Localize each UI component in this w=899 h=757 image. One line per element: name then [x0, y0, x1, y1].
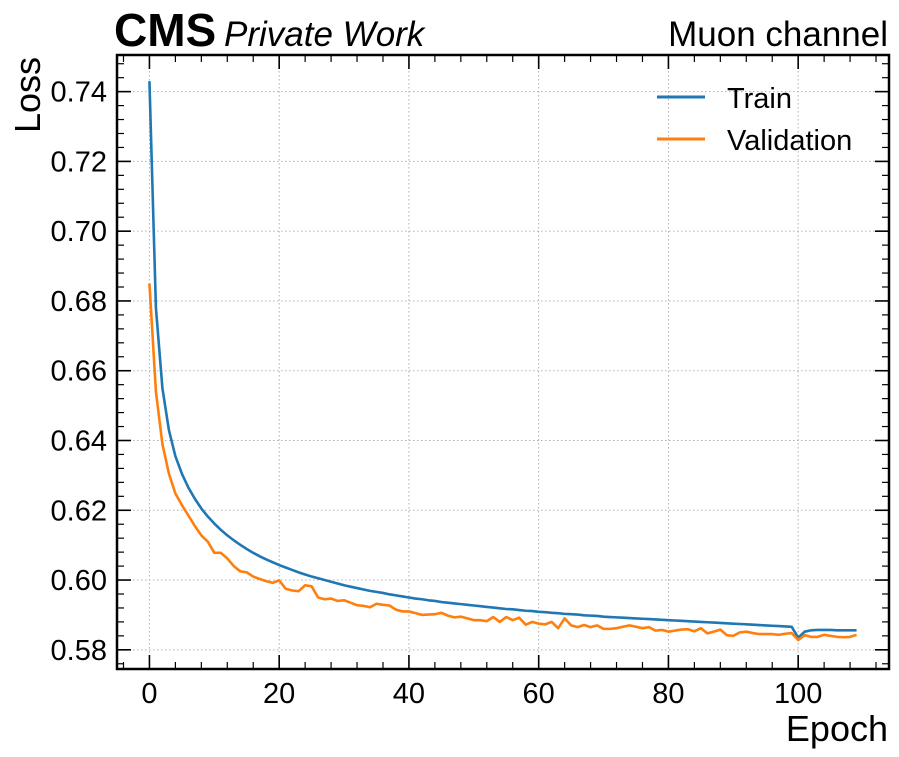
y-tick-label: 0.62 [51, 495, 107, 527]
plot-frame [115, 53, 891, 671]
y-tick-label: 0.72 [51, 146, 107, 178]
y-tick-label: 0.64 [51, 425, 107, 457]
y-tick-label: 0.68 [51, 286, 107, 318]
x-tick-label: 0 [141, 678, 157, 710]
series-lines [148, 81, 857, 642]
grid [117, 55, 889, 669]
x-tick-label: 80 [652, 678, 684, 710]
legend-label-train: Train [727, 83, 792, 115]
channel-label: Muon channel [668, 15, 888, 54]
y-tick-label: 0.58 [51, 635, 107, 667]
y-axis-label: Loss [7, 57, 48, 133]
y-tick-labels: 0.58 0.60 0.62 0.64 0.66 0.68 0.70 0.72 0.74 [51, 77, 107, 667]
x-tick-label: 40 [393, 678, 425, 710]
x-tick-label: 20 [263, 678, 295, 710]
x-tick-label: 100 [774, 678, 822, 710]
legend: Train Validation [657, 83, 852, 157]
x-axis-label: Epoch [786, 708, 888, 749]
x-tick-labels: 0 20 40 60 80 100 [141, 678, 822, 710]
y-tick-label: 0.66 [51, 356, 107, 388]
x-tick-label: 60 [523, 678, 555, 710]
experiment-label: CMS [114, 4, 216, 56]
legend-label-validation: Validation [727, 125, 852, 157]
series-line-validation [148, 283, 857, 642]
y-tick-label: 0.70 [51, 216, 107, 248]
private-work-label: Private Work [224, 15, 426, 54]
y-tick-label: 0.74 [51, 77, 107, 109]
y-tick-label: 0.60 [51, 565, 107, 597]
series-line-train [148, 81, 857, 639]
